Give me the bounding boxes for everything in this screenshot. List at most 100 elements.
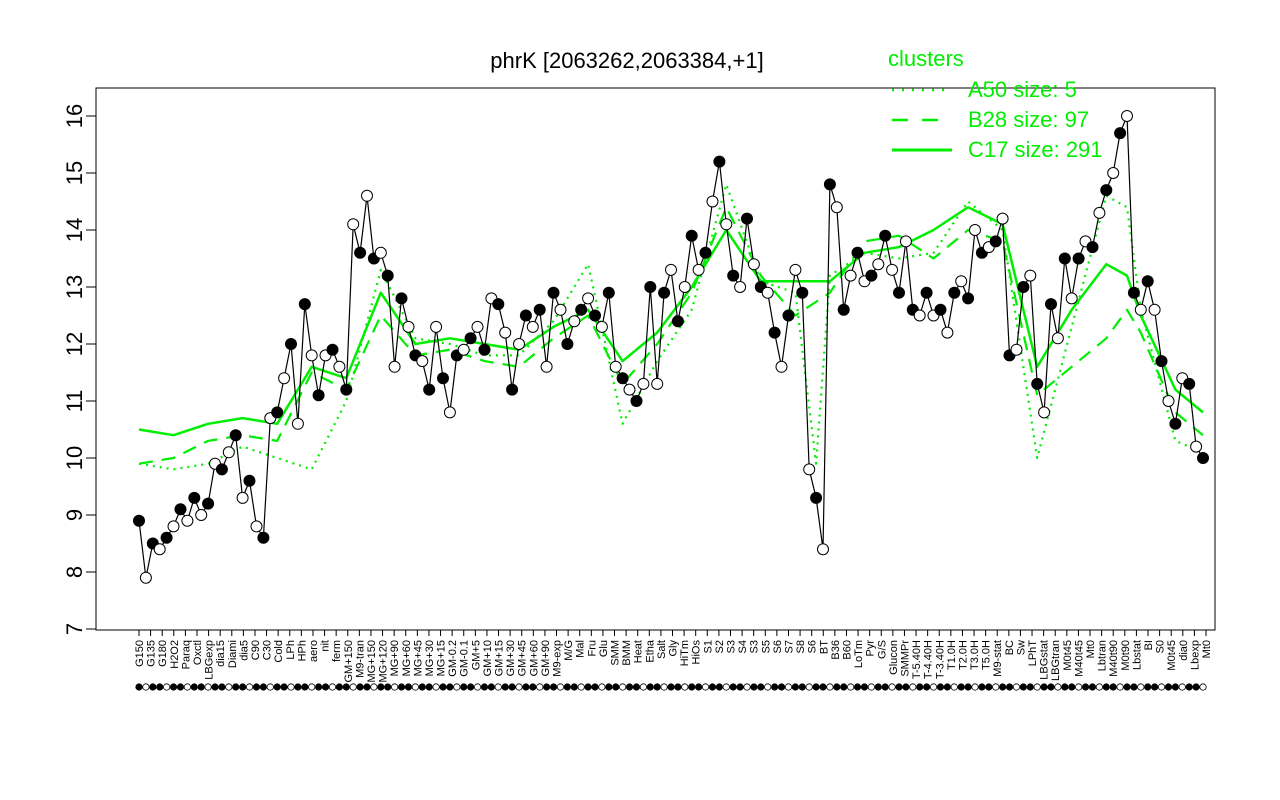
data-point [243,474,256,487]
x-axis: G150 G135 G180 H2O2 Paraq Oxctl LBGexp dia15 Dia… [134,630,1213,691]
data-point [616,372,629,385]
x-tick-label: Lbexp [1189,640,1201,670]
data-point [761,286,774,299]
data-point [1065,292,1078,305]
x-tick-label: T2.0H [957,640,969,670]
x-tick-label: GM+90 [540,640,552,676]
data-point [333,360,346,373]
data-point [1162,395,1175,407]
x-tick-label: GM+5 [470,640,482,670]
data-point [1169,417,1182,430]
data-point [768,326,781,339]
x-marker [384,683,392,691]
x-marker [266,683,274,691]
y-tick-label: 13 [62,275,87,299]
y-tick-label: 8 [62,566,87,578]
data-point [1183,377,1196,390]
x-marker [294,683,302,691]
legend: clusters A50 size: 5 B28 size: 97 C17 size… [888,46,1103,162]
data-point [865,269,878,282]
x-tick-label: GM-0.2 [447,640,459,677]
x-marker [508,683,516,691]
x-marker [701,683,710,691]
data-point [347,218,360,231]
data-point [236,491,249,504]
data-point [278,372,291,385]
x-marker [163,683,171,691]
x-tick-label: Mal [575,640,587,658]
x-marker [232,683,240,691]
data-point [1134,303,1147,316]
data-point [851,246,864,259]
x-marker [418,683,426,691]
data-point [312,389,325,402]
x-marker [211,683,219,691]
x-marker [681,683,689,691]
plot-frame [95,87,1216,631]
y-tick-label: 15 [62,161,87,185]
x-marker [784,683,793,691]
data-point [533,303,546,316]
data-point [374,246,387,259]
data-point [1086,241,1099,254]
data-point [823,178,836,191]
x-marker [397,683,406,691]
x-marker [432,683,440,691]
x-marker [1137,683,1145,691]
expression-points [133,110,1209,584]
x-tick-label: Etha [644,639,656,663]
data-point [361,189,373,202]
data-point [1010,343,1023,356]
x-marker [771,683,779,691]
data-point [817,543,829,556]
x-marker [1164,683,1173,691]
x-tick-label: BMM [621,640,633,666]
data-point [222,446,235,459]
data-point [630,395,643,407]
x-tick-label: S4 [737,640,749,653]
x-marker [1040,683,1048,691]
x-marker [501,683,509,691]
y-tick-label: 12 [62,332,87,356]
x-marker [321,683,330,691]
x-tick-label: Glu [598,640,610,657]
x-marker [252,683,261,691]
x-marker [1095,683,1103,691]
data-point [941,326,954,339]
data-point [326,343,339,356]
x-marker [176,683,185,691]
data-point [575,303,588,316]
data-point [1127,286,1140,299]
x-marker [494,683,502,691]
x-tick-label: M9-stat [992,640,1004,677]
data-point [188,491,201,504]
x-marker [487,683,495,691]
x-marker [563,683,571,691]
data-point [471,320,484,333]
data-point [934,303,947,316]
data-point [423,383,436,396]
x-tick-label: HiTm [679,640,691,666]
x-tick-label: Sw [1015,640,1027,655]
x-tick-label: GM+10 [482,640,494,676]
data-point [782,309,795,322]
x-marker [632,683,641,691]
x-marker [245,683,254,691]
data-point [913,309,926,322]
data-point [671,315,684,328]
y-tick-label: 16 [62,104,87,128]
data-point [623,383,636,396]
x-tick-label: MG+120 [378,640,390,683]
x-tick-label: SMM [610,640,622,666]
x-marker [197,683,205,691]
x-tick-label: LBGtran [1050,640,1062,681]
x-marker [1012,683,1021,691]
x-marker [757,683,765,691]
x-tick-label: HiOs [691,640,703,665]
data-point [1051,332,1064,345]
x-marker [978,683,986,691]
x-marker [1081,683,1090,691]
x-marker [798,683,806,691]
x-marker [805,683,813,691]
x-tick-label: Diami [227,640,239,668]
